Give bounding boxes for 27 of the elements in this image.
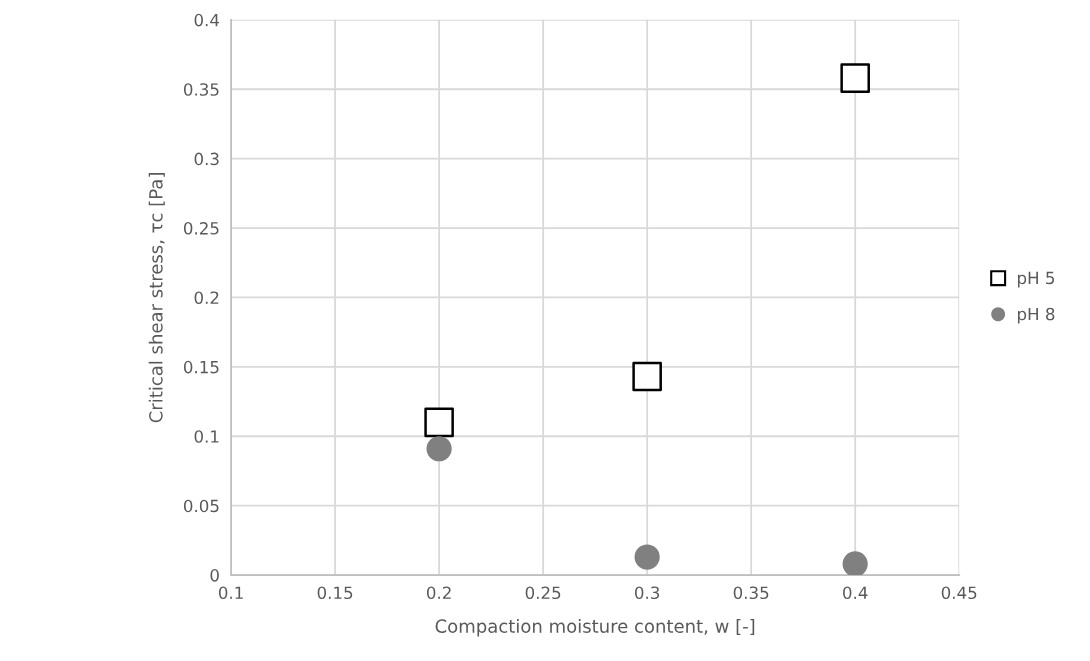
x-tick-label: 0.25 <box>525 586 561 600</box>
x-tick-label: 0.15 <box>317 586 353 600</box>
x-tick-label: 0.2 <box>426 586 451 600</box>
y-tick-label: 0.35 <box>183 83 219 96</box>
point <box>426 436 452 462</box>
y-tick-label: 0.25 <box>183 222 219 235</box>
x-tick-label: 0.45 <box>941 586 977 600</box>
point <box>424 407 454 438</box>
point <box>634 544 660 570</box>
point <box>840 63 870 93</box>
y-tick-label: 0.05 <box>183 499 219 513</box>
point <box>842 551 868 576</box>
x-tick-label: 0.1 <box>218 586 243 600</box>
y-tick-label: 0.15 <box>183 360 219 374</box>
legend-label: pH 5 <box>1017 271 1055 288</box>
y-tick-label: 0 <box>210 569 219 582</box>
y-axis-title: Critical shear stress, τc [Pa] <box>148 173 165 423</box>
x-axis-title: Compaction moisture content, w [-] <box>435 618 755 637</box>
y-tick-label: 0.3 <box>194 152 219 166</box>
y-tick-label: 0.4 <box>194 13 220 27</box>
legend-label: pH 8 <box>1017 307 1055 324</box>
x-tick-label: 0.35 <box>733 586 769 600</box>
x-tick-label: 0.4 <box>843 586 868 600</box>
x-tick-label: 0.3 <box>634 586 660 600</box>
point <box>632 361 662 392</box>
y-tick-label: 0.1 <box>194 430 219 443</box>
y-tick-label: 0.2 <box>194 291 219 305</box>
